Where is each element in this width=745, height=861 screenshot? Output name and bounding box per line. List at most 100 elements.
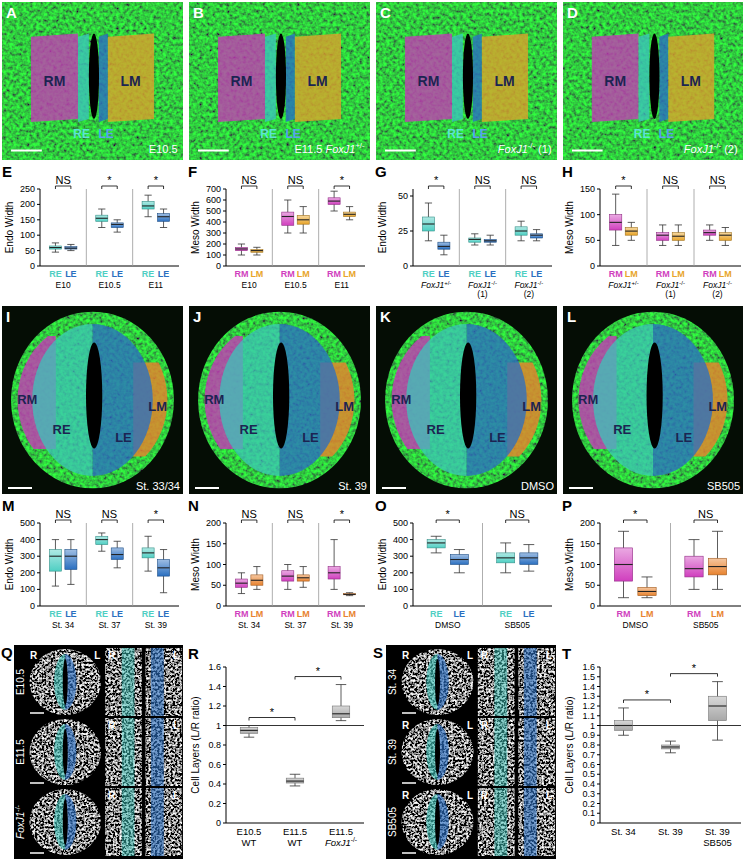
median <box>427 542 445 543</box>
region-label: RM <box>604 73 626 89</box>
whisker-cap <box>160 592 167 593</box>
box-label: RE <box>142 609 155 619</box>
meso-left <box>694 362 728 456</box>
region <box>151 718 164 786</box>
scale-bar <box>195 487 219 489</box>
whisker-cap <box>471 245 478 246</box>
box <box>158 560 170 577</box>
region <box>494 648 507 716</box>
plot-area <box>226 685 364 786</box>
image-background <box>386 645 556 859</box>
region-label: RM <box>578 392 598 407</box>
micrograph <box>376 306 557 494</box>
region-label: RE <box>427 422 445 437</box>
region-label: LE <box>489 430 506 445</box>
category-label: St. 34 <box>611 826 636 837</box>
median <box>497 557 515 558</box>
significance-bracket <box>295 677 341 680</box>
box <box>142 548 154 558</box>
significance-label: * <box>316 665 321 677</box>
superscript: +/- <box>355 141 365 150</box>
whisker-cap <box>284 200 291 201</box>
significance-label: NS <box>510 508 525 520</box>
image-background <box>2 306 183 494</box>
region <box>320 362 354 456</box>
whisker-cap <box>500 572 511 573</box>
region-label: LE <box>659 127 674 141</box>
micrograph <box>14 645 183 859</box>
tick-label: 300 <box>206 228 221 238</box>
box-chart: EEndo Width050100150200250RELEE10NSRELEE… <box>2 163 179 290</box>
region <box>65 794 76 850</box>
section-image <box>28 787 102 857</box>
category-label: E11.5 <box>283 826 307 837</box>
whisker-cap <box>98 551 105 552</box>
region <box>151 648 164 716</box>
tick-label: 0.4 <box>208 779 221 789</box>
image-background <box>2 2 183 160</box>
whisker-cap <box>533 240 540 241</box>
side-label: R <box>481 650 489 661</box>
region <box>286 34 295 122</box>
significance-bracket <box>55 520 70 523</box>
whisker-cap <box>533 229 540 230</box>
region-label: LE <box>115 430 132 445</box>
endo-right <box>54 794 65 850</box>
superscript: -/- <box>679 280 685 286</box>
tick-label: 0 <box>216 818 221 828</box>
panel-letter: O <box>375 497 387 514</box>
image-background <box>189 2 370 160</box>
lumen <box>276 34 286 119</box>
side-label: L <box>467 790 473 801</box>
panel-letter: G <box>375 163 387 180</box>
endo-right <box>54 724 65 780</box>
region-label: RE <box>634 127 651 141</box>
significance-label: NS <box>288 174 303 186</box>
side-label: L <box>546 790 552 801</box>
group-label: (2) <box>712 289 723 299</box>
whisker-cap <box>336 720 346 721</box>
tick-label: 200 <box>393 568 408 578</box>
group-label: St. 34 <box>52 620 74 630</box>
tick-label: 500 <box>20 518 35 528</box>
significance-label: * <box>621 174 626 186</box>
gene-name: FoxJ1 <box>325 837 351 848</box>
whisker-cap <box>160 549 167 550</box>
median <box>520 557 538 558</box>
significance-label: NS <box>521 174 536 186</box>
tick-label: 100 <box>580 560 595 570</box>
whisker-cap <box>52 242 59 243</box>
whisker-cap <box>689 589 700 590</box>
nuclei <box>105 788 142 856</box>
region-label: RM <box>17 392 37 407</box>
whisker-cap <box>659 245 666 246</box>
box <box>672 233 684 241</box>
scale-bar <box>402 852 416 854</box>
median <box>158 216 170 217</box>
whisker-cap <box>290 774 300 775</box>
nuclei <box>478 718 515 786</box>
tick-label: 1.6 <box>208 662 221 672</box>
whisker-cap <box>712 531 723 532</box>
panel-letter: E <box>2 163 12 180</box>
significance-label: NS <box>475 174 490 186</box>
whisker-cap <box>144 536 151 537</box>
median <box>531 235 543 236</box>
region <box>54 794 65 850</box>
box <box>142 201 154 209</box>
zoom-left <box>145 648 182 716</box>
x-axis <box>40 266 179 267</box>
tick-label: 0.2 <box>582 799 595 809</box>
region <box>578 336 616 449</box>
x-axis <box>40 606 179 607</box>
tick-label: 100 <box>206 560 221 570</box>
endo-right <box>426 724 437 780</box>
region-label: LE <box>472 127 487 141</box>
tick-label: 0 <box>403 601 408 611</box>
side-label: L <box>467 720 473 731</box>
whisker-cap <box>114 567 121 568</box>
box <box>615 721 633 731</box>
whisker-cap <box>98 227 105 228</box>
box-label: RE <box>96 269 109 279</box>
region <box>78 34 89 122</box>
